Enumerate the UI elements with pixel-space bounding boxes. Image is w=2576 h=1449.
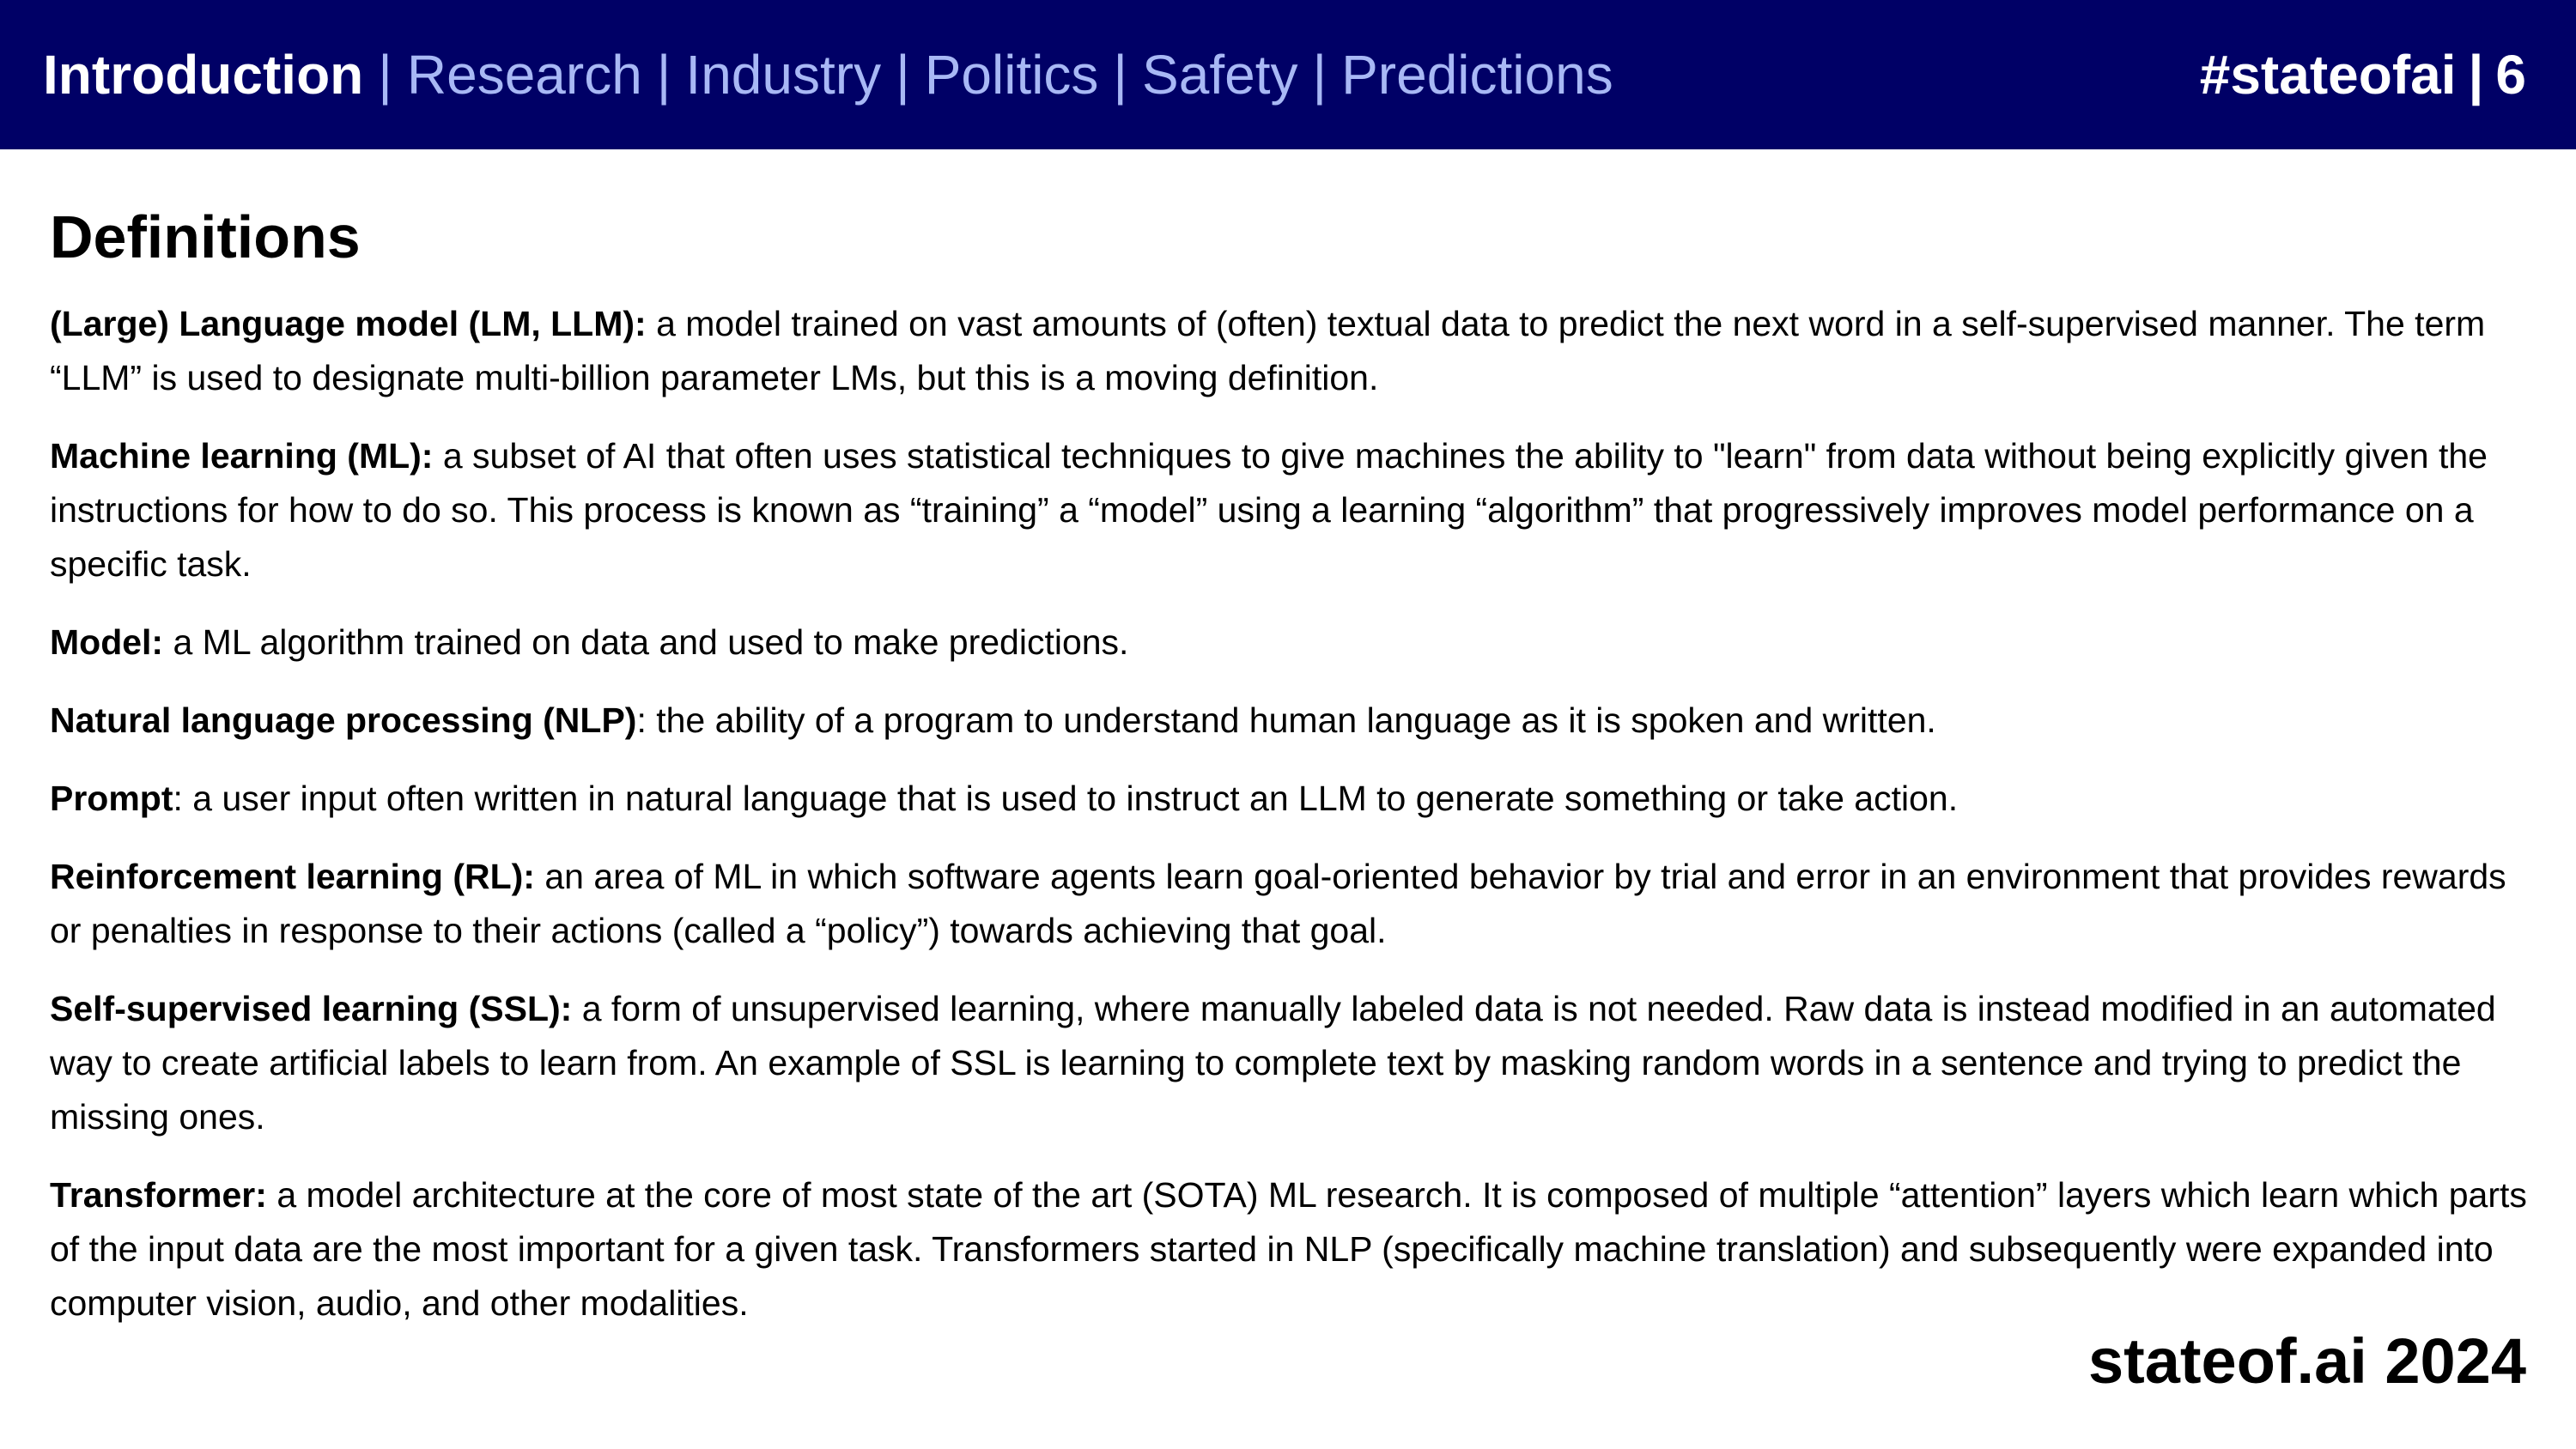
definition-term: Natural language processing (NLP) xyxy=(50,700,637,740)
definition-text: a form of unsupervised learning, where m… xyxy=(50,989,2496,1137)
definition-text: an area of ML in which software agents l… xyxy=(50,857,2506,950)
nav-separator: | xyxy=(896,44,910,106)
definition-text: a subset of AI that often uses statistic… xyxy=(50,436,2488,584)
page-tag-separator: | xyxy=(2468,44,2484,106)
nav-separator: | xyxy=(1113,44,1128,106)
nav-predictions[interactable]: Predictions xyxy=(1341,44,1613,106)
definition-transformer: Transformer: a model architecture at the… xyxy=(50,1168,2540,1331)
definitions-list: (Large) Language model (LM, LLM): a mode… xyxy=(50,297,2540,1355)
hashtag-page-number: #stateofai | 6 xyxy=(2200,0,2526,149)
definition-term: Self-supervised learning (SSL): xyxy=(50,989,573,1028)
definition-text: a model trained on vast amounts of (ofte… xyxy=(50,304,2486,397)
definition-rl: Reinforcement learning (RL): an area of … xyxy=(50,850,2540,958)
nav-introduction[interactable]: Introduction xyxy=(43,44,364,106)
definition-text: a model architecture at the core of most… xyxy=(50,1175,2527,1323)
definition-term: Reinforcement learning (RL): xyxy=(50,857,535,896)
footer-brand: stateof.ai 2024 xyxy=(2087,1325,2526,1397)
page-title: Definitions xyxy=(50,203,361,270)
definition-term: Model: xyxy=(50,622,164,662)
page-number: 6 xyxy=(2495,44,2526,106)
nav-research[interactable]: Research xyxy=(406,44,642,106)
definition-prompt: Prompt: a user input often written in na… xyxy=(50,772,2540,826)
section-nav: Introduction | Research | Industry | Pol… xyxy=(43,0,1613,149)
definition-ml: Machine learning (ML): a subset of AI th… xyxy=(50,429,2540,591)
nav-politics[interactable]: Politics xyxy=(924,44,1099,106)
definition-nlp: Natural language processing (NLP): the a… xyxy=(50,694,2540,748)
definition-term: Transformer: xyxy=(50,1175,267,1215)
definition-term: (Large) Language model (LM, LLM): xyxy=(50,304,647,343)
definition-model: Model: a ML algorithm trained on data an… xyxy=(50,615,2540,670)
nav-industry[interactable]: Industry xyxy=(685,44,882,106)
definition-term: Prompt xyxy=(50,779,173,818)
definition-llm: (Large) Language model (LM, LLM): a mode… xyxy=(50,297,2540,405)
nav-separator: | xyxy=(378,44,392,106)
definition-text: : the ability of a program to understand… xyxy=(636,700,1936,740)
definition-text: a ML algorithm trained on data and used … xyxy=(163,622,1129,662)
nav-separator: | xyxy=(656,44,671,106)
top-navigation-bar: Introduction | Research | Industry | Pol… xyxy=(0,0,2576,149)
definition-term: Machine learning (ML): xyxy=(50,436,434,476)
nav-separator: | xyxy=(1312,44,1327,106)
nav-safety[interactable]: Safety xyxy=(1142,44,1298,106)
definition-ssl: Self-supervised learning (SSL): a form o… xyxy=(50,982,2540,1144)
definition-text: : a user input often written in natural … xyxy=(173,779,1959,818)
hashtag: #stateofai xyxy=(2199,44,2457,106)
